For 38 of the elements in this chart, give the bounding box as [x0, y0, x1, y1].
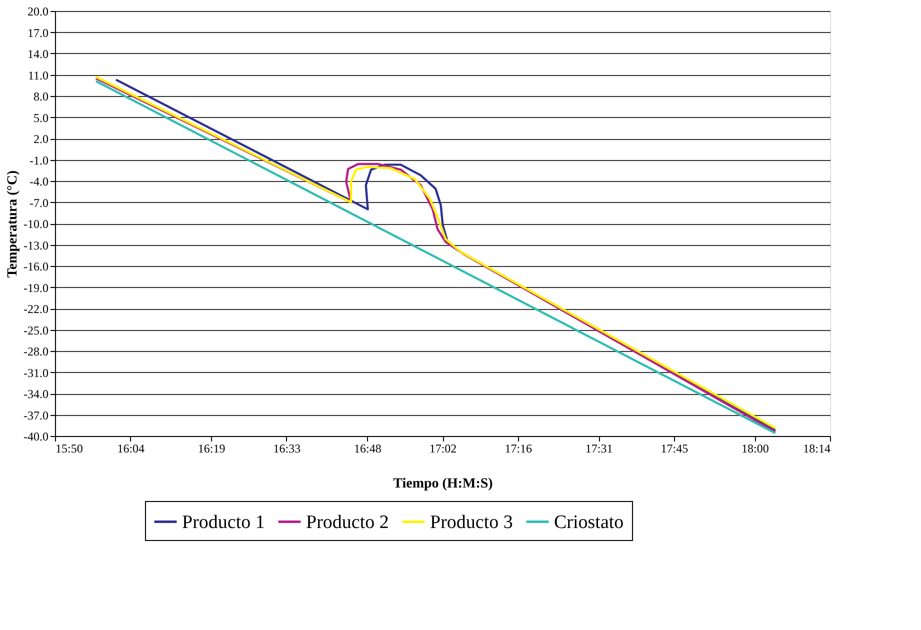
legend-label: Producto 3 — [430, 512, 513, 533]
y-tick-label: 20.0 — [28, 4, 48, 18]
y-tick-label: 8.0 — [34, 90, 48, 104]
x-tick-label: 17:16 — [504, 442, 532, 456]
x-tick-label: 15:50 — [56, 442, 83, 456]
y-tick-label: 2.0 — [34, 132, 48, 146]
y-tick-label: -1.0 — [30, 153, 48, 168]
x-tick-label: 16:04 — [117, 442, 145, 456]
y-tick-label: 5.0 — [34, 110, 48, 125]
x-tick-label: 16:33 — [273, 442, 301, 456]
y-tick-label: -25.0 — [24, 323, 48, 338]
x-tick-label: 17:31 — [585, 442, 613, 456]
y-tick-label: -16.0 — [24, 260, 48, 274]
x-tick-label: 18:14 — [803, 442, 830, 456]
y-tick-label: -40.0 — [24, 430, 48, 444]
y-axis-title: Temperatura (°C) — [6, 170, 21, 278]
y-tick-label: -19.0 — [24, 280, 48, 295]
x-axis-title: Tiempo (H:M:S) — [393, 476, 494, 492]
y-tick-label: -34.0 — [24, 387, 48, 401]
x-tick-label: 16:19 — [198, 442, 226, 456]
x-tick-label: 17:45 — [660, 442, 688, 456]
y-tick-label: 14.0 — [28, 47, 48, 61]
y-tick-label: -31.0 — [24, 366, 48, 380]
x-tick-label: 17:02 — [429, 442, 457, 456]
legend-label: Producto 1 — [182, 512, 265, 533]
y-tick-label: -28.0 — [24, 344, 48, 358]
y-tick-label: -37.0 — [24, 408, 48, 422]
y-tick-label: 17.0 — [28, 26, 48, 40]
legend-label: Criostato — [554, 512, 624, 533]
y-tick-label: -22.0 — [24, 302, 48, 316]
x-tick-label: 16:48 — [354, 442, 382, 456]
x-tick-label: 18:00 — [741, 442, 769, 456]
legend-label: Producto 2 — [306, 512, 389, 533]
y-tick-label: -10.0 — [24, 217, 48, 231]
y-tick-label: -13.0 — [24, 238, 48, 252]
y-tick-label: 11.0 — [28, 68, 48, 82]
y-tick-label: -4.0 — [30, 174, 48, 188]
y-tick-label: -7.0 — [30, 196, 48, 210]
